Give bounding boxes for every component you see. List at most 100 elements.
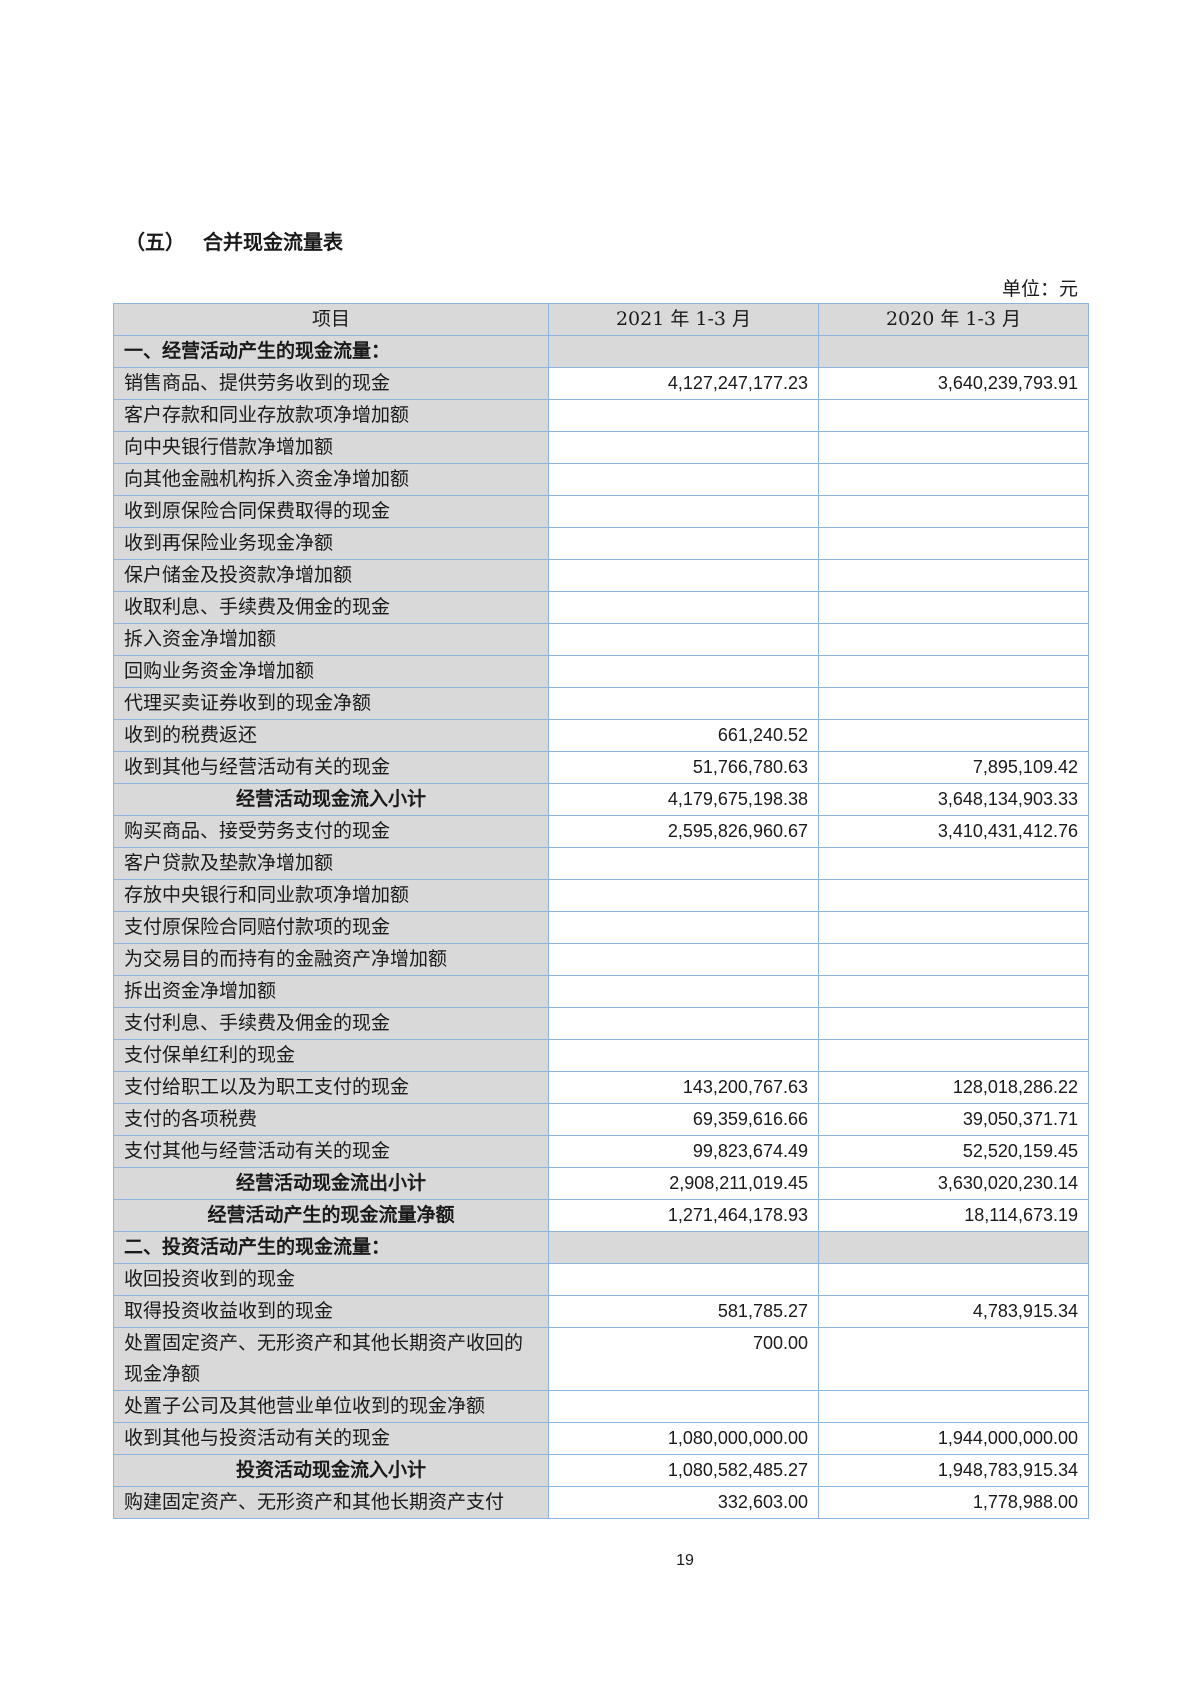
value-2020 xyxy=(818,975,1089,1008)
value-2021: 99,823,674.49 xyxy=(548,1135,819,1168)
value-2020 xyxy=(818,1390,1089,1423)
table-row: 向其他金融机构拆入资金净增加额 xyxy=(113,463,1089,496)
row-label: 拆入资金净增加额 xyxy=(113,623,549,656)
row-label: 支付保单红利的现金 xyxy=(113,1039,549,1072)
value-2020 xyxy=(818,463,1089,496)
table-row: 收到的税费返还 661,240.52 xyxy=(113,719,1089,752)
subtotal-row: 投资活动现金流入小计 1,080,582,485.27 1,948,783,915.… xyxy=(113,1454,1089,1487)
table-row: 存放中央银行和同业款项净增加额 xyxy=(113,879,1089,912)
value-2021 xyxy=(548,335,819,368)
value-2021 xyxy=(548,495,819,528)
header-2021: 2021 年 1-3 月 xyxy=(548,303,819,336)
value-2021: 2,595,826,960.67 xyxy=(548,815,819,848)
table-row: 支付的各项税费 69,359,616.66 39,050,371.71 xyxy=(113,1103,1089,1136)
page-number: 19 xyxy=(676,1552,694,1569)
value-2021 xyxy=(548,431,819,464)
row-label: 处置固定资产、无形资产和其他长期资产收回的现金净额 xyxy=(113,1327,549,1391)
value-2020 xyxy=(818,559,1089,592)
row-label: 收到原保险合同保费取得的现金 xyxy=(113,495,549,528)
row-label: 收回投资收到的现金 xyxy=(113,1263,549,1296)
table-row: 为交易目的而持有的金融资产净增加额 xyxy=(113,943,1089,976)
section-number: （五） xyxy=(125,230,185,254)
table-row: 取得投资收益收到的现金 581,785.27 4,783,915.34 xyxy=(113,1295,1089,1328)
value-2020 xyxy=(818,1327,1089,1391)
value-2021: 581,785.27 xyxy=(548,1295,819,1328)
value-2020 xyxy=(818,431,1089,464)
table-row: 处置固定资产、无形资产和其他长期资产收回的现金净额 700.00 xyxy=(113,1327,1089,1391)
value-2021: 4,127,247,177.23 xyxy=(548,367,819,400)
unit-label: 单位：元 xyxy=(1001,278,1078,300)
table-row: 购建固定资产、无形资产和其他长期资产支付 332,603.00 1,778,988.… xyxy=(113,1486,1089,1519)
value-2020: 128,018,286.22 xyxy=(818,1071,1089,1104)
table-row: 处置子公司及其他营业单位收到的现金净额 xyxy=(113,1390,1089,1423)
row-label: 支付利息、手续费及佣金的现金 xyxy=(113,1007,549,1040)
row-label: 投资活动现金流入小计 xyxy=(113,1454,549,1487)
row-label: 支付的各项税费 xyxy=(113,1103,549,1136)
row-label: 客户贷款及垫款净增加额 xyxy=(113,847,549,880)
value-2020: 1,944,000,000.00 xyxy=(818,1422,1089,1455)
table-row: 保户储金及投资款净增加额 xyxy=(113,559,1089,592)
value-2020: 4,783,915.34 xyxy=(818,1295,1089,1328)
value-2020: 3,630,020,230.14 xyxy=(818,1167,1089,1200)
row-label: 二、投资活动产生的现金流量： xyxy=(113,1231,549,1264)
value-2021 xyxy=(548,591,819,624)
value-2021 xyxy=(548,1390,819,1423)
value-2020 xyxy=(818,1263,1089,1296)
value-2021: 1,080,000,000.00 xyxy=(548,1422,819,1455)
value-2021: 69,359,616.66 xyxy=(548,1103,819,1136)
value-2020 xyxy=(818,527,1089,560)
value-2020 xyxy=(818,335,1089,368)
header-2020: 2020 年 1-3 月 xyxy=(818,303,1089,336)
row-label: 一、经营活动产生的现金流量： xyxy=(113,335,549,368)
value-2020 xyxy=(818,879,1089,912)
table-row: 购买商品、接受劳务支付的现金 2,595,826,960.67 3,410,431,… xyxy=(113,815,1089,848)
value-2020: 1,948,783,915.34 xyxy=(818,1454,1089,1487)
value-2021 xyxy=(548,1007,819,1040)
value-2020 xyxy=(818,719,1089,752)
value-2021 xyxy=(548,399,819,432)
row-label: 回购业务资金净增加额 xyxy=(113,655,549,688)
value-2020 xyxy=(818,1039,1089,1072)
value-2021 xyxy=(548,1039,819,1072)
row-label: 收到再保险业务现金净额 xyxy=(113,527,549,560)
subtotal-row: 经营活动产生的现金流量净额 1,271,464,178.93 18,114,673.… xyxy=(113,1199,1089,1232)
table-row: 收到原保险合同保费取得的现金 xyxy=(113,495,1089,528)
header-item: 项目 xyxy=(113,303,549,336)
value-2021 xyxy=(548,879,819,912)
value-2021: 1,080,582,485.27 xyxy=(548,1454,819,1487)
row-label: 向其他金融机构拆入资金净增加额 xyxy=(113,463,549,496)
row-label: 销售商品、提供劳务收到的现金 xyxy=(113,367,549,400)
row-label: 支付原保险合同赔付款项的现金 xyxy=(113,911,549,944)
table-row: 收到其他与投资活动有关的现金 1,080,000,000.00 1,944,000,… xyxy=(113,1422,1089,1455)
value-2021 xyxy=(548,943,819,976)
value-2020: 39,050,371.71 xyxy=(818,1103,1089,1136)
value-2021 xyxy=(548,655,819,688)
value-2020: 3,648,134,903.33 xyxy=(818,783,1089,816)
value-2020: 3,640,239,793.91 xyxy=(818,367,1089,400)
value-2021 xyxy=(548,463,819,496)
value-2020 xyxy=(818,655,1089,688)
row-label: 支付其他与经营活动有关的现金 xyxy=(113,1135,549,1168)
value-2021: 51,766,780.63 xyxy=(548,751,819,784)
value-2021 xyxy=(548,1263,819,1296)
value-2021 xyxy=(548,527,819,560)
value-2021: 661,240.52 xyxy=(548,719,819,752)
value-2020: 52,520,159.45 xyxy=(818,1135,1089,1168)
row-label: 经营活动现金流入小计 xyxy=(113,783,549,816)
value-2020 xyxy=(818,399,1089,432)
value-2020 xyxy=(818,495,1089,528)
row-label: 代理买卖证券收到的现金净额 xyxy=(113,687,549,720)
row-label: 客户存款和同业存放款项净增加额 xyxy=(113,399,549,432)
table-row: 代理买卖证券收到的现金净额 xyxy=(113,687,1089,720)
value-2021 xyxy=(548,1231,819,1264)
row-label: 收到的税费返还 xyxy=(113,719,549,752)
row-label: 收到其他与经营活动有关的现金 xyxy=(113,751,549,784)
row-label: 向中央银行借款净增加额 xyxy=(113,431,549,464)
row-label: 收取利息、手续费及佣金的现金 xyxy=(113,591,549,624)
value-2021 xyxy=(548,687,819,720)
row-label: 为交易目的而持有的金融资产净增加额 xyxy=(113,943,549,976)
value-2021: 332,603.00 xyxy=(548,1486,819,1519)
table-row: 支付保单红利的现金 xyxy=(113,1039,1089,1072)
row-label: 支付给职工以及为职工支付的现金 xyxy=(113,1071,549,1104)
value-2021: 143,200,767.63 xyxy=(548,1071,819,1104)
